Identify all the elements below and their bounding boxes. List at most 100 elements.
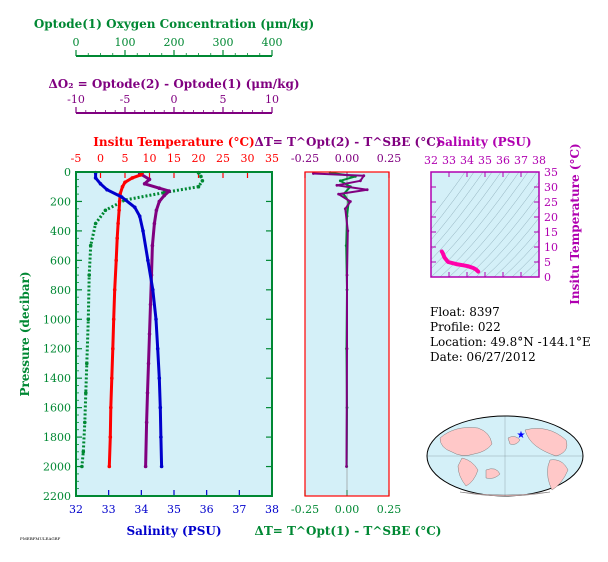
main-plot-frame xyxy=(75,171,273,497)
series-point-2 xyxy=(117,208,121,213)
ts-x-tick-label: 34 xyxy=(460,154,474,167)
density-contour xyxy=(431,172,493,251)
tick-label: 0 xyxy=(171,93,178,106)
delta-t2-axis-label: ΔT= T^Opt(2) - T^SBE (°C) xyxy=(255,135,442,149)
ts-y-tick-label: 30 xyxy=(544,181,558,194)
series-point-2 xyxy=(111,346,115,351)
series-point-1 xyxy=(146,361,151,366)
tick-label: 37 xyxy=(232,503,246,516)
series-point-1 xyxy=(157,186,162,190)
tick-label: 10 xyxy=(143,152,157,165)
series-point-3 xyxy=(137,214,142,218)
series-point-1 xyxy=(143,464,148,469)
series-point-2 xyxy=(108,435,113,439)
series-point-0 xyxy=(103,208,108,213)
series-point-1 xyxy=(148,302,153,307)
main-profile-panel: Insitu Temperature (°C) -5 0 5 10 15 20 25 30 35… xyxy=(18,135,279,538)
series-point-2 xyxy=(130,176,135,180)
profile-id: Profile: 022 xyxy=(430,320,501,334)
float-id: Float: 8397 xyxy=(430,305,500,319)
series-point-0 xyxy=(199,174,203,179)
series-point-1 xyxy=(157,199,162,204)
map-land xyxy=(439,427,569,497)
main-plot-area xyxy=(76,172,272,496)
delta-t-point-1 xyxy=(345,465,348,468)
series-point-0 xyxy=(80,464,84,469)
tick-label: -0.25 xyxy=(291,503,319,516)
series-point-0 xyxy=(84,391,88,395)
tick-label: 32 xyxy=(69,503,83,516)
delta-t-point-1 xyxy=(346,229,350,233)
tick-label: 0 xyxy=(73,36,80,49)
oxygen-axis-ticks: 0 100 200 300 400 xyxy=(73,36,283,57)
series-point-3 xyxy=(154,317,158,322)
tick-label: 20 xyxy=(192,152,206,165)
series-point-3 xyxy=(158,405,163,410)
series-point-1 xyxy=(152,221,157,226)
tick-label: 0.00 xyxy=(335,152,360,165)
map-graticule xyxy=(427,416,583,496)
ts-panel: Salinity (PSU) 32 33 34 35 36 37 3805101520253… xyxy=(424,135,608,305)
density-contour xyxy=(493,228,539,277)
tick-label: 35 xyxy=(265,152,279,165)
series-point-0 xyxy=(93,221,98,226)
tick-label: -0.25 xyxy=(291,152,319,165)
series-point-2 xyxy=(116,221,120,226)
density-contour xyxy=(475,206,539,277)
pressure-tick-label: 600 xyxy=(50,254,71,267)
density-contour xyxy=(439,172,529,277)
series-point-0 xyxy=(88,243,93,248)
tick-label: 15 xyxy=(167,152,181,165)
series-point-3 xyxy=(159,435,163,439)
pressure-axis-ticks: 0 200 400 600 800 1000 1200 1400 1600 1800 2000 220… xyxy=(43,166,272,503)
ts-y-tick-label: 5 xyxy=(544,256,551,269)
float-location-marker-icon: ★ xyxy=(517,430,526,441)
delta-t-point-1 xyxy=(345,347,349,351)
ts-y-tick-label: 0 xyxy=(544,271,551,284)
pressure-tick-label: 0 xyxy=(64,166,71,179)
delta-o2-axis-label: ΔO₂ = Optode(2) - Optode(1) (μm/kg) xyxy=(48,77,299,91)
delta-t-plot-frame xyxy=(304,171,390,497)
float-info: Float: 8397 Profile: 022 Location: 49.8°… xyxy=(430,305,591,364)
series-point-2 xyxy=(115,236,119,241)
delta-o2-axis-ticks: -10 -5 0 5 10 xyxy=(67,93,279,114)
series-point-1 xyxy=(144,420,149,425)
tick-label: 100 xyxy=(115,36,136,49)
pressure-tick-label: 1800 xyxy=(43,431,71,444)
ts-x-tick-label: 36 xyxy=(496,154,510,167)
oxygen-axis: Optode(1) Oxygen Concentration (μm/kg) 0… xyxy=(34,17,314,57)
tick-label: 0 xyxy=(97,152,104,165)
density-contour xyxy=(431,172,466,219)
tick-label: 38 xyxy=(265,503,279,516)
tick-label: 0.25 xyxy=(377,503,402,516)
world-map: ★ xyxy=(426,415,584,497)
location: Location: 49.8°N -144.1°E xyxy=(430,335,591,349)
density-contour xyxy=(557,162,608,277)
temperature-axis-ticks: -5 0 5 10 15 20 25 30 35 xyxy=(71,152,279,178)
delta-t-point-1 xyxy=(335,183,339,187)
series-point-3 xyxy=(159,464,164,469)
series-point-3 xyxy=(141,229,145,233)
series-point-0 xyxy=(81,450,86,454)
ts-x-tick-label: 35 xyxy=(478,154,492,167)
series-point-3 xyxy=(151,288,155,292)
series-point-2 xyxy=(111,317,116,322)
series-point-2 xyxy=(123,180,127,185)
series-point-2 xyxy=(109,405,113,410)
delta-t-point-1 xyxy=(312,172,315,175)
pressure-tick-label: 800 xyxy=(50,284,71,297)
ts-y-tick-label: 10 xyxy=(544,241,558,254)
series-point-3 xyxy=(119,195,124,199)
tick-label: 5 xyxy=(220,93,227,106)
pressure-tick-label: 2200 xyxy=(43,490,71,503)
ts-salinity-axis-label: Salinity (PSU) xyxy=(436,135,531,149)
series-point-0 xyxy=(83,420,87,425)
tick-label: 25 xyxy=(216,152,230,165)
delta-t-point-1 xyxy=(345,273,349,277)
tick-label: -5 xyxy=(120,93,131,106)
pressure-tick-label: 1000 xyxy=(43,313,71,326)
tick-label: 300 xyxy=(213,36,234,49)
series-point-3 xyxy=(157,376,162,381)
density-contour xyxy=(431,172,520,277)
